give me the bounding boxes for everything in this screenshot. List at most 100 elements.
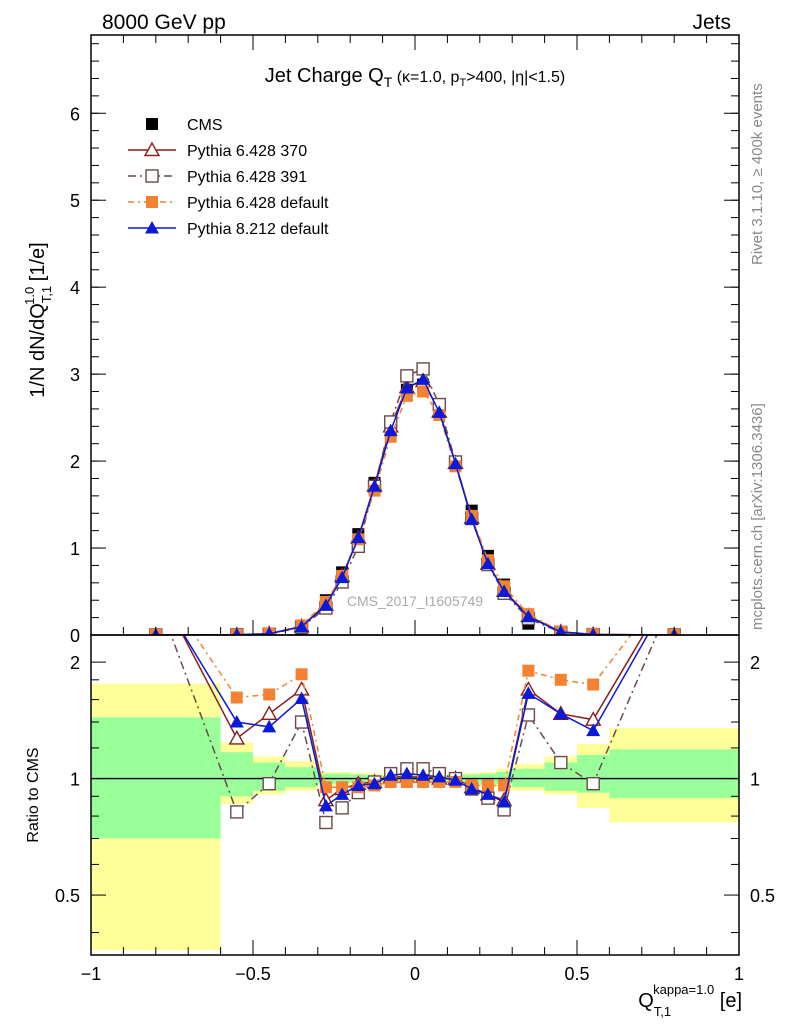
main-point-4-7 [367,479,382,492]
ratio-tick-label-right-2: 2 [750,653,760,673]
legend: CMS Pythia 6.428 370 Pythia 6.428 391 Pythi… [128,117,329,238]
ratio-point-4-13 [464,781,479,795]
legend-marker-3 [146,196,158,208]
legend-label-1: Pythia 6.428 370 [187,143,307,160]
main-point-4-12 [448,456,463,470]
ratio-point-2-5 [335,801,349,815]
analysis-watermark: CMS_2017_I1605749 [347,593,483,609]
y-tick-label-5: 5 [70,191,80,211]
main-ylabel: 1/N dN/dQT,11.0 [1/e] [22,242,54,397]
legend-item-3: Pythia 6.428 default [128,195,329,212]
plot-title-text: Jet Charge QT (κ=1.0, pT>400, |η|<1.5) [265,65,565,90]
main-point-4-2 [264,626,274,635]
ratio-line-3 [193,635,632,788]
header-right: Jets [692,11,731,34]
main-point-4-18 [588,627,598,635]
ratio-uncertainty-bands [91,683,739,951]
rivet-version-text: Rivet 3.1.10, ≥ 400k events [749,83,766,265]
ratio-point-4-18 [586,723,601,737]
main-point-4-16 [521,609,536,623]
ratio-point-2-1 [230,805,244,819]
main-point-4-9 [399,381,414,394]
ratio-point-4-14 [480,787,495,800]
axes-group: −1 −0.5 0 0.5 1 0 1 2 3 4 5 6 0.5 0.5 1 1 2 2 [55,35,775,984]
legend-label-4: Pythia 8.212 default [187,221,329,238]
ratio-point-3-2 [263,688,276,701]
legend-item-0: CMS [146,117,223,134]
main-point-4-5 [335,570,350,584]
plot-title: Jet Charge QT (κ=1.0, pT>400, |η|<1.5) [265,65,565,90]
x-axis-label: QT,1kappa=1.0 [e] [638,982,742,1019]
legend-item-1: Pythia 6.428 370 [128,141,307,160]
legend-item-4: Pythia 8.212 default [128,221,329,238]
main-point-4-4 [318,598,333,611]
band-inner-1 [220,752,253,797]
ratio-point-3-5 [336,781,349,794]
ratio-point-4-6 [351,778,366,791]
ratio-point-3-14 [481,779,494,792]
header-left: 8000 GeV pp [102,11,226,34]
ratio-series-group [170,635,658,830]
main-point-4-10 [416,372,431,385]
x-tick-label-2: 0 [410,964,420,984]
ratio-point-3-16 [522,664,535,677]
ratio-point-3-3 [295,668,308,681]
ratio-tick-label-right-1: 1 [750,770,760,790]
ratio-point-4-3 [294,691,309,705]
band-inner-3 [285,767,318,788]
ratio-point-1-1 [228,729,245,745]
ratio-tick-label-right-0: 0.5 [750,886,775,906]
main-line-3 [155,390,675,635]
main-point-4-3 [294,619,309,633]
ratio-point-4-5 [335,787,350,800]
main-series-4 [151,372,679,635]
ratio-point-3-1 [230,691,243,704]
main-series-group [149,362,681,635]
legend-marker-4 [145,221,159,234]
ratio-series-4 [183,635,649,812]
band-inner-0 [91,717,221,839]
ratio-point-1-2 [261,705,278,721]
ratio-point-2-2 [262,776,276,791]
main-point-4-6 [351,530,366,544]
ratio-point-4-17 [553,706,568,720]
ratio-point-4-12 [448,773,463,786]
band-inner-19 [609,749,739,799]
svg-text:1/N dN/dQT,11.0 [1/e]: 1/N dN/dQT,11.0 [1/e] [22,242,54,397]
ratio-point-4-2 [262,719,277,733]
ratio-point-2-4 [319,815,333,830]
legend-marker-0 [146,118,158,130]
svg-text:QT,1kappa=1.0 [e]: QT,1kappa=1.0 [e] [638,982,742,1019]
x-tick-label-3: 0.5 [564,964,589,984]
ratio-tick-label-1: 1 [70,770,80,790]
ratio-line-4 [183,635,649,808]
ratio-point-2-16 [521,708,536,722]
legend-label-0: CMS [187,117,223,134]
legend-item-2: Pythia 6.428 391 [128,169,307,186]
main-point-4-15 [497,584,512,598]
ratio-point-4-8 [383,768,398,781]
main-point-4-14 [480,556,495,570]
ratio-ylabel: Ratio to CMS [25,747,42,842]
legend-marker-1 [143,141,161,157]
y-tick-label-0: 0 [70,626,80,646]
main-point-4-8 [383,423,398,437]
main-point-3-10 [417,385,430,398]
y-tick-label-3: 3 [70,365,80,385]
y-tick-label-6: 6 [70,104,80,124]
main-point-4-11 [432,405,447,418]
legend-label-3: Pythia 6.428 default [187,195,329,212]
ratio-point-2-17 [554,755,568,770]
main-point-4-13 [464,512,479,525]
ratio-point-4-15 [497,794,512,808]
main-point-4-17 [555,624,567,635]
ratio-point-4-4 [318,798,333,812]
ratio-point-3-18 [587,678,600,691]
ratio-point-4-1 [229,715,244,728]
ratio-tick-label-0: 0.5 [55,886,80,906]
x-tick-label-4: 1 [734,964,744,984]
ratio-tick-label-2: 2 [70,653,80,673]
ratio-point-2-18 [586,776,600,791]
y-tick-label-1: 1 [70,539,80,559]
